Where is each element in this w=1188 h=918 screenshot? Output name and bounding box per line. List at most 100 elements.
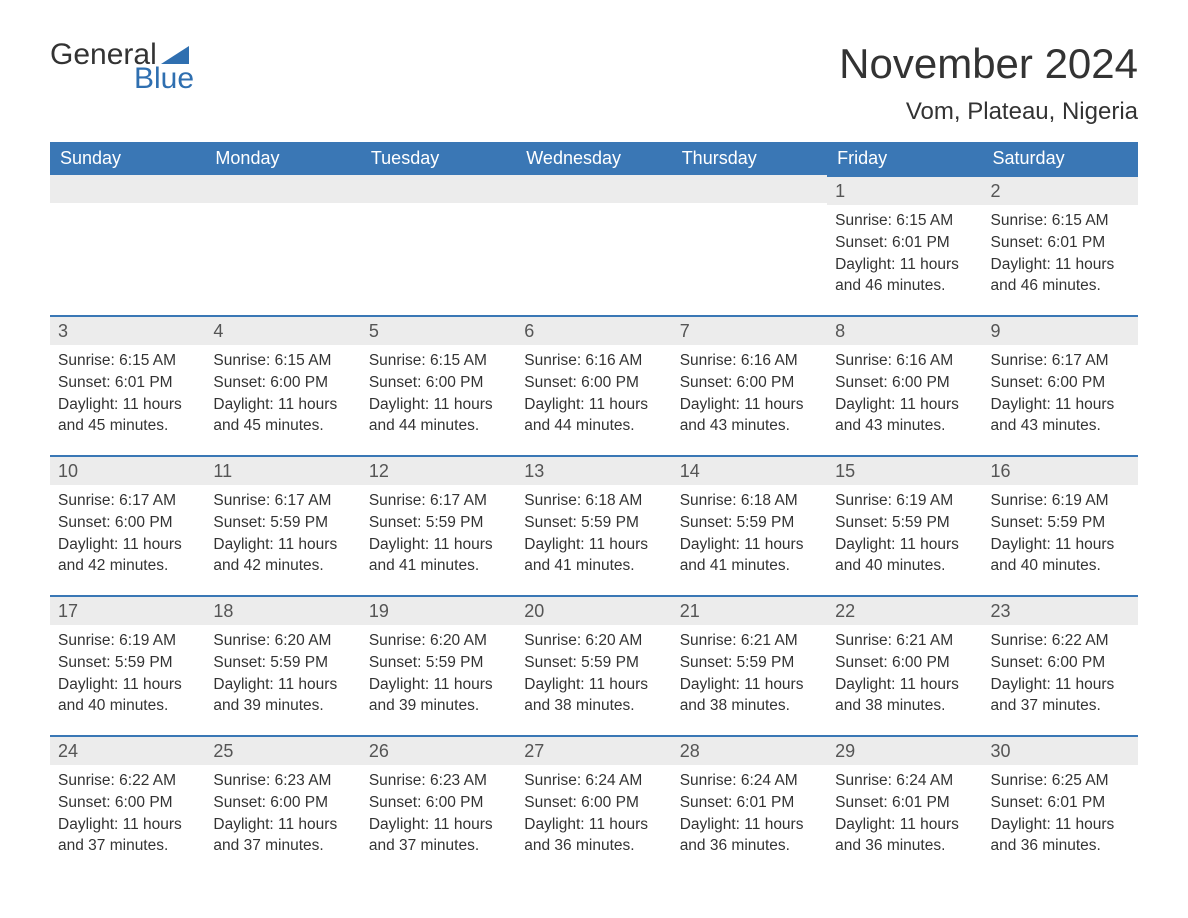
day-header: Thursday	[672, 142, 827, 175]
calendar-day-cell: 30Sunrise: 6:25 AMSunset: 6:01 PMDayligh…	[983, 735, 1138, 875]
day-header: Monday	[205, 142, 360, 175]
daylight-line: Daylight: 11 hours and 40 minutes.	[991, 535, 1130, 577]
day-details: Sunrise: 6:23 AMSunset: 6:00 PMDaylight:…	[205, 765, 360, 864]
brand-logo: General Blue	[50, 40, 194, 94]
day-details: Sunrise: 6:18 AMSunset: 5:59 PMDaylight:…	[672, 485, 827, 584]
calendar-day-cell: 2Sunrise: 6:15 AMSunset: 6:01 PMDaylight…	[983, 175, 1138, 315]
day-details: Sunrise: 6:24 AMSunset: 6:01 PMDaylight:…	[827, 765, 982, 864]
sunrise-line: Sunrise: 6:15 AM	[213, 351, 352, 372]
calendar-day-cell: 20Sunrise: 6:20 AMSunset: 5:59 PMDayligh…	[516, 595, 671, 735]
day-number: 14	[672, 455, 827, 485]
sunrise-line: Sunrise: 6:19 AM	[835, 491, 974, 512]
sunset-line: Sunset: 5:59 PM	[213, 653, 352, 674]
day-number: 17	[50, 595, 205, 625]
daylight-line: Daylight: 11 hours and 41 minutes.	[680, 535, 819, 577]
daylight-line: Daylight: 11 hours and 41 minutes.	[524, 535, 663, 577]
sunset-line: Sunset: 6:01 PM	[835, 233, 974, 254]
day-number: 6	[516, 315, 671, 345]
calendar-day-cell	[672, 175, 827, 315]
sunset-line: Sunset: 6:01 PM	[835, 793, 974, 814]
day-details: Sunrise: 6:24 AMSunset: 6:01 PMDaylight:…	[672, 765, 827, 864]
day-number: 28	[672, 735, 827, 765]
sunrise-line: Sunrise: 6:22 AM	[58, 771, 197, 792]
sunset-line: Sunset: 6:01 PM	[991, 793, 1130, 814]
sunrise-line: Sunrise: 6:16 AM	[835, 351, 974, 372]
calendar-day-cell: 28Sunrise: 6:24 AMSunset: 6:01 PMDayligh…	[672, 735, 827, 875]
sunset-line: Sunset: 5:59 PM	[213, 513, 352, 534]
day-details: Sunrise: 6:20 AMSunset: 5:59 PMDaylight:…	[516, 625, 671, 724]
calendar-day-cell: 19Sunrise: 6:20 AMSunset: 5:59 PMDayligh…	[361, 595, 516, 735]
daylight-line: Daylight: 11 hours and 44 minutes.	[369, 395, 508, 437]
sunset-line: Sunset: 6:00 PM	[213, 793, 352, 814]
calendar-week-row: 24Sunrise: 6:22 AMSunset: 6:00 PMDayligh…	[50, 735, 1138, 875]
day-details: Sunrise: 6:18 AMSunset: 5:59 PMDaylight:…	[516, 485, 671, 584]
daylight-line: Daylight: 11 hours and 45 minutes.	[58, 395, 197, 437]
daylight-line: Daylight: 11 hours and 43 minutes.	[991, 395, 1130, 437]
day-header: Tuesday	[361, 142, 516, 175]
day-number: 1	[827, 175, 982, 205]
day-number: 16	[983, 455, 1138, 485]
sunrise-line: Sunrise: 6:20 AM	[524, 631, 663, 652]
day-number: 11	[205, 455, 360, 485]
day-header: Saturday	[983, 142, 1138, 175]
day-number: 7	[672, 315, 827, 345]
day-details: Sunrise: 6:15 AMSunset: 6:00 PMDaylight:…	[361, 345, 516, 444]
calendar-day-cell: 21Sunrise: 6:21 AMSunset: 5:59 PMDayligh…	[672, 595, 827, 735]
sunrise-line: Sunrise: 6:23 AM	[213, 771, 352, 792]
sunrise-line: Sunrise: 6:17 AM	[991, 351, 1130, 372]
calendar-day-cell: 3Sunrise: 6:15 AMSunset: 6:01 PMDaylight…	[50, 315, 205, 455]
sunset-line: Sunset: 6:00 PM	[213, 373, 352, 394]
day-number: 22	[827, 595, 982, 625]
day-number: 18	[205, 595, 360, 625]
day-number: 5	[361, 315, 516, 345]
day-header: Friday	[827, 142, 982, 175]
sunrise-line: Sunrise: 6:21 AM	[680, 631, 819, 652]
day-header: Sunday	[50, 142, 205, 175]
day-number: 20	[516, 595, 671, 625]
daylight-line: Daylight: 11 hours and 42 minutes.	[213, 535, 352, 577]
day-details: Sunrise: 6:16 AMSunset: 6:00 PMDaylight:…	[516, 345, 671, 444]
calendar-week-row: 3Sunrise: 6:15 AMSunset: 6:01 PMDaylight…	[50, 315, 1138, 455]
calendar-day-cell: 15Sunrise: 6:19 AMSunset: 5:59 PMDayligh…	[827, 455, 982, 595]
sunset-line: Sunset: 6:00 PM	[524, 373, 663, 394]
day-number: 25	[205, 735, 360, 765]
day-details: Sunrise: 6:23 AMSunset: 6:00 PMDaylight:…	[361, 765, 516, 864]
day-details: Sunrise: 6:15 AMSunset: 6:01 PMDaylight:…	[50, 345, 205, 444]
day-number	[672, 175, 827, 203]
calendar-day-cell: 11Sunrise: 6:17 AMSunset: 5:59 PMDayligh…	[205, 455, 360, 595]
daylight-line: Daylight: 11 hours and 36 minutes.	[524, 815, 663, 857]
sunset-line: Sunset: 5:59 PM	[524, 653, 663, 674]
daylight-line: Daylight: 11 hours and 37 minutes.	[58, 815, 197, 857]
sunset-line: Sunset: 6:00 PM	[524, 793, 663, 814]
calendar-day-cell: 27Sunrise: 6:24 AMSunset: 6:00 PMDayligh…	[516, 735, 671, 875]
day-number: 9	[983, 315, 1138, 345]
day-number	[50, 175, 205, 203]
day-number: 30	[983, 735, 1138, 765]
day-number	[516, 175, 671, 203]
page-header: General Blue November 2024 Vom, Plateau,…	[50, 40, 1138, 136]
sunset-line: Sunset: 6:00 PM	[369, 793, 508, 814]
daylight-line: Daylight: 11 hours and 46 minutes.	[835, 255, 974, 297]
day-number: 26	[361, 735, 516, 765]
sunset-line: Sunset: 6:00 PM	[991, 373, 1130, 394]
calendar-day-cell: 26Sunrise: 6:23 AMSunset: 6:00 PMDayligh…	[361, 735, 516, 875]
calendar-day-cell: 25Sunrise: 6:23 AMSunset: 6:00 PMDayligh…	[205, 735, 360, 875]
day-number: 23	[983, 595, 1138, 625]
sunrise-line: Sunrise: 6:20 AM	[213, 631, 352, 652]
sunset-line: Sunset: 5:59 PM	[991, 513, 1130, 534]
sunrise-line: Sunrise: 6:25 AM	[991, 771, 1130, 792]
day-details: Sunrise: 6:17 AMSunset: 6:00 PMDaylight:…	[50, 485, 205, 584]
day-number: 3	[50, 315, 205, 345]
sunset-line: Sunset: 6:00 PM	[835, 373, 974, 394]
day-number: 12	[361, 455, 516, 485]
day-details: Sunrise: 6:19 AMSunset: 5:59 PMDaylight:…	[827, 485, 982, 584]
daylight-line: Daylight: 11 hours and 37 minutes.	[991, 675, 1130, 717]
day-details: Sunrise: 6:17 AMSunset: 5:59 PMDaylight:…	[205, 485, 360, 584]
sunset-line: Sunset: 6:00 PM	[835, 653, 974, 674]
title-block: November 2024 Vom, Plateau, Nigeria	[839, 40, 1138, 136]
day-details: Sunrise: 6:19 AMSunset: 5:59 PMDaylight:…	[50, 625, 205, 724]
day-number: 15	[827, 455, 982, 485]
daylight-line: Daylight: 11 hours and 44 minutes.	[524, 395, 663, 437]
daylight-line: Daylight: 11 hours and 43 minutes.	[680, 395, 819, 437]
day-details: Sunrise: 6:22 AMSunset: 6:00 PMDaylight:…	[50, 765, 205, 864]
